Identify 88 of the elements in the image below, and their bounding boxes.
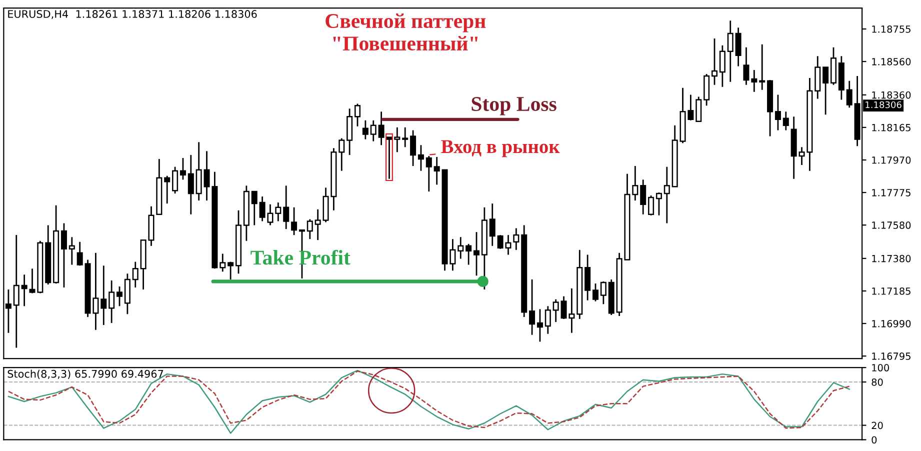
candlestick xyxy=(466,243,472,266)
candlestick xyxy=(68,236,75,266)
candlestick xyxy=(489,202,496,247)
y-tick-label: 80 xyxy=(872,378,883,386)
text: 1.18306 xyxy=(866,101,902,108)
candlestick xyxy=(108,280,115,324)
candlestick xyxy=(759,44,766,91)
candlestick xyxy=(402,126,408,148)
candlestick xyxy=(474,231,480,276)
candlestick xyxy=(544,305,551,335)
candlestick xyxy=(727,20,734,83)
candlestick xyxy=(291,206,298,236)
y-tick-label: 1.17970 xyxy=(872,156,911,164)
candlestick xyxy=(410,130,416,167)
candlestick xyxy=(180,157,186,180)
candlestick xyxy=(458,236,464,260)
candlestick xyxy=(584,254,591,301)
candlestick xyxy=(378,110,384,146)
candlestick xyxy=(132,261,138,288)
candlestick xyxy=(536,308,543,342)
candlestick xyxy=(513,228,520,251)
candlestick xyxy=(76,241,83,266)
candlestick xyxy=(172,166,178,194)
candlestick xyxy=(100,264,107,326)
candlestick xyxy=(370,120,376,142)
y-tick-label: 1.17580 xyxy=(872,222,911,229)
y-tick-label: 1.17775 xyxy=(872,189,910,196)
candlestick xyxy=(116,286,123,307)
y-tick-label: 1.18560 xyxy=(872,58,911,66)
candlestick xyxy=(434,156,440,186)
chart-title: Stoch(8,3,3) 65.7990 69.4967 xyxy=(8,370,164,380)
y-tick-label: 1.17380 xyxy=(872,254,911,262)
candlestick xyxy=(21,274,28,307)
candlestick xyxy=(711,38,718,86)
candlestick xyxy=(592,282,599,302)
candlestick xyxy=(719,44,726,88)
candlestick xyxy=(664,166,670,224)
candlestick xyxy=(283,184,290,230)
candlestick xyxy=(338,138,345,172)
candlestick xyxy=(751,69,758,93)
candlestick xyxy=(632,165,638,202)
candlestick xyxy=(600,280,606,305)
candlestick xyxy=(228,261,234,280)
candlestick xyxy=(196,141,202,202)
candlestick xyxy=(394,126,400,153)
y-tick-label: 100 xyxy=(872,364,889,372)
candlestick xyxy=(846,80,852,108)
y-tick-label: 1.16795 xyxy=(872,352,910,360)
candlestick xyxy=(275,202,282,222)
y-tick-label: 1.18165 xyxy=(872,124,910,132)
candlestick xyxy=(743,46,750,86)
y-tick-label: 1.18360 xyxy=(872,91,911,99)
candlestick xyxy=(822,66,829,116)
candlestick xyxy=(362,120,368,140)
candlestick xyxy=(774,94,781,131)
candlestick xyxy=(346,108,353,156)
y-tick-label: 20 xyxy=(872,422,883,430)
candlestick xyxy=(656,192,662,216)
candlestick xyxy=(418,144,424,172)
candlestick xyxy=(529,278,536,336)
candlestick xyxy=(164,175,170,204)
candlestick xyxy=(782,110,789,131)
candlestick xyxy=(251,190,258,226)
candlestick xyxy=(306,218,313,240)
ref-line-label: Stop Loss xyxy=(472,97,556,116)
y-tick-label: 1.16990 xyxy=(872,320,911,328)
candlestick xyxy=(29,268,36,294)
candlestick xyxy=(188,154,194,216)
candlestick xyxy=(354,103,361,128)
candlestick xyxy=(814,55,821,100)
candlestick xyxy=(124,272,130,315)
candlestick xyxy=(704,73,710,106)
candlestick xyxy=(314,208,321,241)
candlestick xyxy=(426,155,432,192)
annotation: Свечной паттерн "Повешенный" xyxy=(326,13,486,51)
annotation: Вход в рынок xyxy=(441,140,560,158)
candlestick xyxy=(696,96,702,122)
y-tick-label: 1.17185 xyxy=(872,287,910,295)
candlestick xyxy=(735,26,742,67)
y-tick-label: 0 xyxy=(872,436,877,444)
chart-title: EURUSD,H4 1.18261 1.18371 1.18206 1.18306 xyxy=(8,10,257,19)
candlestick xyxy=(60,222,67,288)
candlestick xyxy=(552,298,559,323)
candlestick xyxy=(640,178,646,216)
candlestick xyxy=(13,234,20,348)
candlestick xyxy=(220,253,226,272)
y-tick-label: 1.18755 xyxy=(872,25,910,33)
candlestick xyxy=(648,194,654,216)
